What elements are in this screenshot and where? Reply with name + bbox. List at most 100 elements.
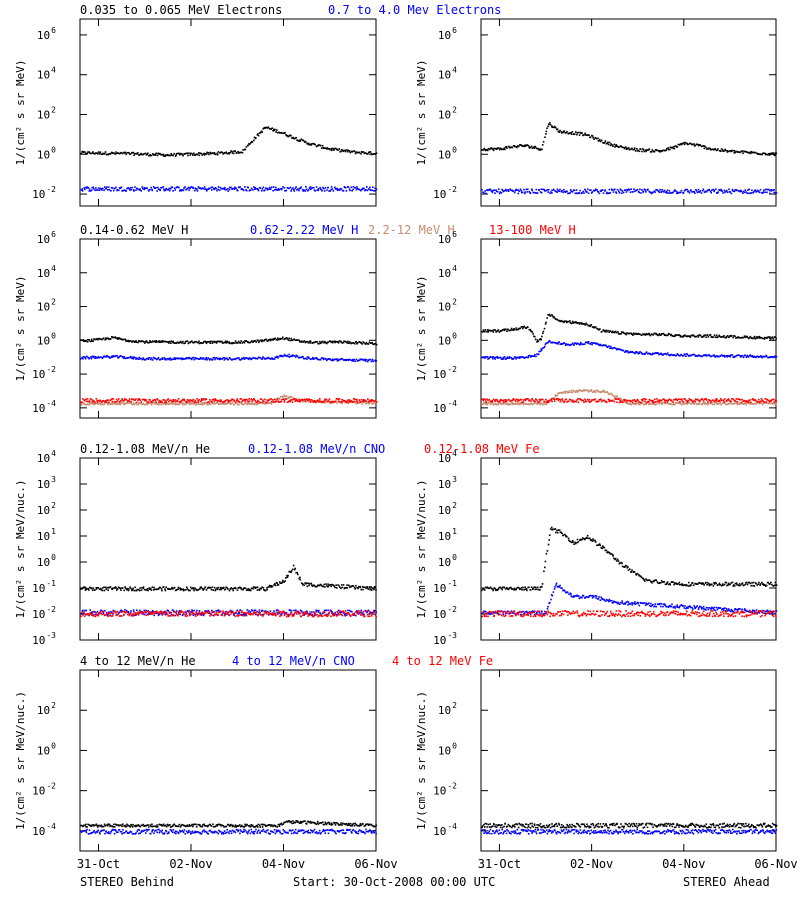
data-point xyxy=(722,149,724,151)
data-point xyxy=(375,611,377,614)
data-point xyxy=(157,188,160,190)
data-point xyxy=(342,341,345,344)
data-point xyxy=(161,341,163,343)
data-point xyxy=(589,136,592,139)
data-point xyxy=(657,190,660,193)
data-point xyxy=(127,589,130,592)
data-point xyxy=(708,399,711,402)
data-point xyxy=(758,153,760,155)
data-point xyxy=(227,152,230,154)
data-point xyxy=(185,340,188,343)
data-point xyxy=(286,574,288,577)
data-point xyxy=(353,400,356,403)
data-point xyxy=(760,191,763,194)
data-point xyxy=(272,358,275,360)
data-point xyxy=(212,614,215,617)
data-point xyxy=(96,189,99,191)
data-point xyxy=(368,341,371,344)
data-point xyxy=(490,190,493,192)
data-point xyxy=(121,190,123,192)
data-point xyxy=(616,401,618,404)
data-point xyxy=(768,154,771,156)
data-point xyxy=(267,188,270,191)
data-point xyxy=(99,151,102,153)
data-point xyxy=(490,329,493,332)
data-point xyxy=(534,145,536,148)
data-point xyxy=(289,356,291,358)
data-point xyxy=(174,399,177,401)
data-point xyxy=(755,191,757,193)
data-point xyxy=(366,402,369,404)
data-point xyxy=(297,573,299,576)
data-point xyxy=(168,358,170,361)
data-point xyxy=(115,354,117,357)
data-point xyxy=(168,154,170,156)
data-point xyxy=(731,149,734,152)
data-point xyxy=(318,144,321,146)
data-point xyxy=(244,401,247,404)
data-point xyxy=(762,192,764,194)
data-point xyxy=(717,336,719,338)
data-point xyxy=(179,154,181,156)
data-point xyxy=(353,342,356,345)
data-point xyxy=(122,338,125,341)
data-point xyxy=(247,401,249,403)
data-point xyxy=(482,191,484,193)
data-point xyxy=(637,352,640,355)
data-point xyxy=(352,188,354,191)
data-point xyxy=(756,355,758,358)
data-point xyxy=(493,329,495,331)
data-point xyxy=(240,398,243,400)
data-point xyxy=(249,189,252,191)
data-point xyxy=(582,399,584,402)
data-point xyxy=(643,403,646,406)
data-point xyxy=(679,191,681,194)
data-point xyxy=(665,149,667,152)
data-point xyxy=(244,186,246,188)
data-point xyxy=(502,190,505,193)
data-point xyxy=(287,135,290,138)
data-point xyxy=(498,356,500,359)
data-point xyxy=(565,398,567,401)
data-point xyxy=(336,613,338,616)
data-point xyxy=(112,612,115,615)
data-point xyxy=(375,152,378,154)
data-point xyxy=(747,356,750,358)
data-point xyxy=(194,400,196,402)
data-point xyxy=(159,153,162,155)
data-point xyxy=(742,152,744,155)
data-point xyxy=(194,587,196,589)
data-point xyxy=(88,400,91,402)
data-point xyxy=(693,143,695,145)
data-point xyxy=(553,341,555,344)
data-point xyxy=(360,609,362,612)
data-point xyxy=(679,401,681,403)
data-point xyxy=(520,399,523,401)
data-point xyxy=(345,614,348,616)
data-point xyxy=(99,611,101,614)
data-point xyxy=(279,338,281,340)
data-point xyxy=(716,398,718,401)
data-point xyxy=(743,150,745,153)
data-point xyxy=(364,402,367,405)
data-point xyxy=(761,399,764,402)
data-point xyxy=(558,320,561,322)
data-point xyxy=(190,586,192,589)
data-point xyxy=(774,356,776,359)
data-point xyxy=(749,335,752,338)
data-point xyxy=(152,401,154,404)
data-point xyxy=(101,338,103,341)
data-point xyxy=(611,394,613,396)
data-point xyxy=(131,341,133,343)
data-point xyxy=(526,356,528,359)
data-point xyxy=(276,398,279,400)
data-point xyxy=(206,151,208,154)
data-point xyxy=(164,189,167,192)
data-point xyxy=(274,186,277,189)
data-point xyxy=(516,402,519,404)
data-point xyxy=(375,188,378,191)
data-point xyxy=(269,339,272,342)
data-point xyxy=(650,151,653,153)
data-point xyxy=(581,399,583,402)
data-point xyxy=(221,340,223,343)
